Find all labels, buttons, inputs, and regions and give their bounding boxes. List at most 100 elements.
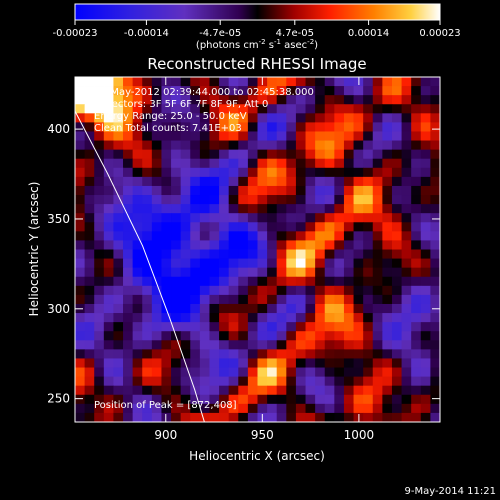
y-tick-label: 250 [47,392,70,406]
heatmap-cell [228,131,239,141]
heatmap-cell [430,258,440,269]
heatmap-cell [219,358,230,368]
heatmap-cell [382,176,393,187]
heatmap-cell [372,122,383,132]
heatmap-cell [334,403,345,414]
heatmap-cell [267,113,278,123]
heatmap-cell [343,240,354,250]
heatmap-cell [75,195,86,205]
heatmap-cell [247,131,258,141]
heatmap-cell [123,394,134,405]
heatmap-cell [123,240,134,250]
heatmap-cell [305,231,316,241]
heatmap-cell [247,313,258,323]
heatmap-cell [267,122,278,132]
heatmap-cell [238,285,249,296]
heatmap-cell [363,403,374,414]
heatmap-cell [238,204,249,214]
heatmap-cell [257,231,268,241]
heatmap-cell [142,231,153,241]
heatmap-cell [247,385,258,396]
heatmap-cell [247,240,258,250]
heatmap-cell [103,113,114,123]
heatmap-cell [199,140,210,151]
heatmap-cell [171,195,182,205]
heatmap-cell [151,149,162,160]
heatmap-cell [353,231,364,241]
heatmap-cell [372,167,383,178]
heatmap-cell [343,322,354,332]
heatmap-cell [228,322,239,332]
heatmap-cell [334,213,345,223]
heatmap-cell [411,140,422,151]
heatmap-cell [180,113,191,123]
heatmap-cell [315,376,326,387]
heatmap-cell [315,358,326,368]
heatmap-cell [334,412,345,422]
heatmap-cell [94,140,105,151]
heatmap-cell [334,349,345,359]
heatmap-cell [411,412,422,422]
heatmap-cell [151,176,162,187]
heatmap-cell [171,349,182,359]
heatmap-cell [334,185,345,196]
heatmap-cell [343,249,354,259]
heatmap-cell [372,276,383,287]
heatmap-cell [219,276,230,287]
heatmap-cell [219,331,230,341]
heatmap-cell [420,122,431,132]
heatmap-cell [353,204,364,214]
heatmap-cell [420,86,431,96]
heatmap-cell [113,158,124,169]
heatmap-cell [75,376,86,387]
heatmap-cell [372,104,383,114]
heatmap-cell [209,331,220,341]
heatmap-cell [151,385,162,396]
heatmap-cell [411,294,422,305]
heatmap-cell [161,222,172,232]
heatmap-cell [267,294,278,305]
heatmap-cell [228,213,239,223]
heatmap-cell [343,394,354,405]
heatmap-cell [334,204,345,214]
heatmap-cell [295,104,306,114]
heatmap-cell [430,367,440,378]
heatmap-cell [238,249,249,259]
heatmap-cell [305,149,316,160]
heatmap-cell [103,195,114,205]
heatmap-cell [84,394,95,405]
heatmap-cell [209,376,220,387]
heatmap-cell [75,185,86,196]
heatmap-cell [238,358,249,368]
heatmap-cell [219,122,230,132]
heatmap-cell [267,158,278,169]
heatmap-cell [151,86,162,96]
heatmap-cell [257,258,268,269]
heatmap-cell [324,367,335,378]
heatmap-cell [363,195,374,205]
heatmap-cell [123,222,134,232]
heatmap-cell [363,167,374,178]
heatmap-cell [190,349,201,359]
heatmap-cell [353,340,364,350]
heatmap-cell [103,240,114,250]
heatmap-cell [267,376,278,387]
heatmap-cell [315,367,326,378]
heatmap-cell [84,267,95,278]
heatmap-cell [132,403,143,414]
heatmap-cell [190,394,201,405]
heatmap-cell [267,240,278,250]
heatmap-cell [411,340,422,350]
heatmap-cell [401,222,412,232]
heatmap-cell [142,249,153,259]
heatmap-cell [420,385,431,396]
heatmap-cell [420,185,431,196]
heatmap-cell [209,77,220,87]
heatmap-cell [411,313,422,323]
heatmap-cell [75,412,86,422]
heatmap-cell [103,276,114,287]
heatmap-cell [420,240,431,250]
heatmap-cell [180,231,191,241]
heatmap-cell [247,412,258,422]
heatmap-cell [363,176,374,187]
